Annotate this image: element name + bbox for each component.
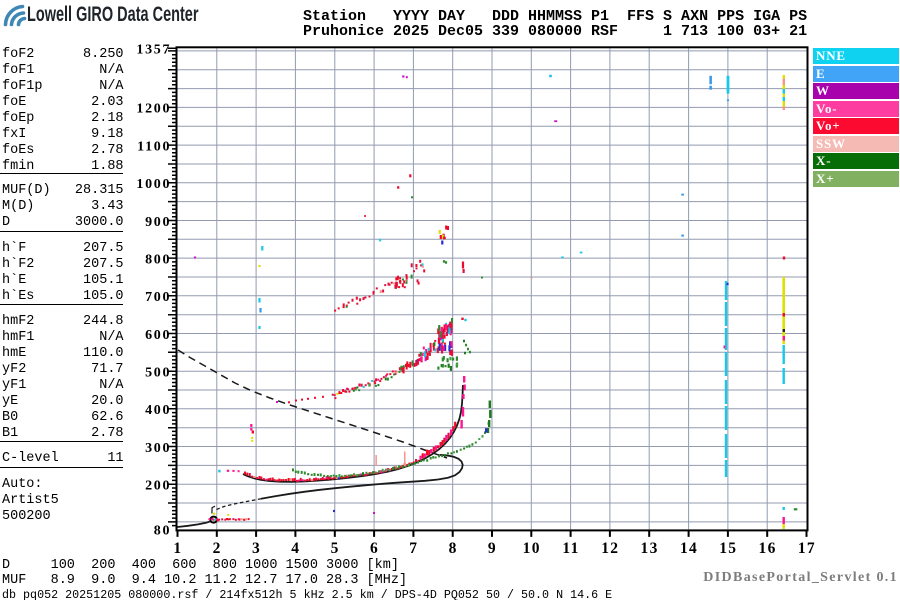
svg-text:10: 10 [523, 540, 541, 557]
svg-text:7: 7 [409, 540, 418, 557]
svg-text:1357: 1357 [136, 43, 171, 58]
svg-text:400: 400 [145, 403, 171, 418]
svg-text:12: 12 [601, 540, 619, 557]
svg-text:9: 9 [488, 540, 497, 557]
svg-text:900: 900 [145, 215, 171, 230]
svg-text:700: 700 [145, 290, 171, 305]
svg-text:600: 600 [145, 328, 171, 343]
svg-text:5: 5 [331, 540, 340, 557]
svg-text:2: 2 [213, 540, 222, 557]
svg-text:1000: 1000 [136, 177, 171, 192]
svg-text:800: 800 [145, 252, 171, 267]
svg-text:500: 500 [145, 366, 171, 381]
svg-text:6: 6 [370, 540, 379, 557]
svg-text:13: 13 [641, 540, 659, 557]
svg-text:4: 4 [291, 540, 300, 557]
svg-text:14: 14 [680, 540, 698, 557]
svg-text:17: 17 [798, 540, 816, 557]
svg-text:8: 8 [449, 540, 458, 557]
svg-text:200: 200 [145, 479, 171, 494]
svg-text:1100: 1100 [137, 139, 171, 154]
svg-text:300: 300 [145, 441, 171, 456]
svg-text:1200: 1200 [136, 102, 171, 117]
svg-text:15: 15 [719, 540, 737, 557]
svg-text:1: 1 [173, 540, 182, 557]
svg-text:3: 3 [252, 540, 261, 557]
svg-text:16: 16 [759, 540, 777, 557]
svg-text:80: 80 [154, 524, 171, 539]
svg-text:11: 11 [562, 540, 579, 557]
